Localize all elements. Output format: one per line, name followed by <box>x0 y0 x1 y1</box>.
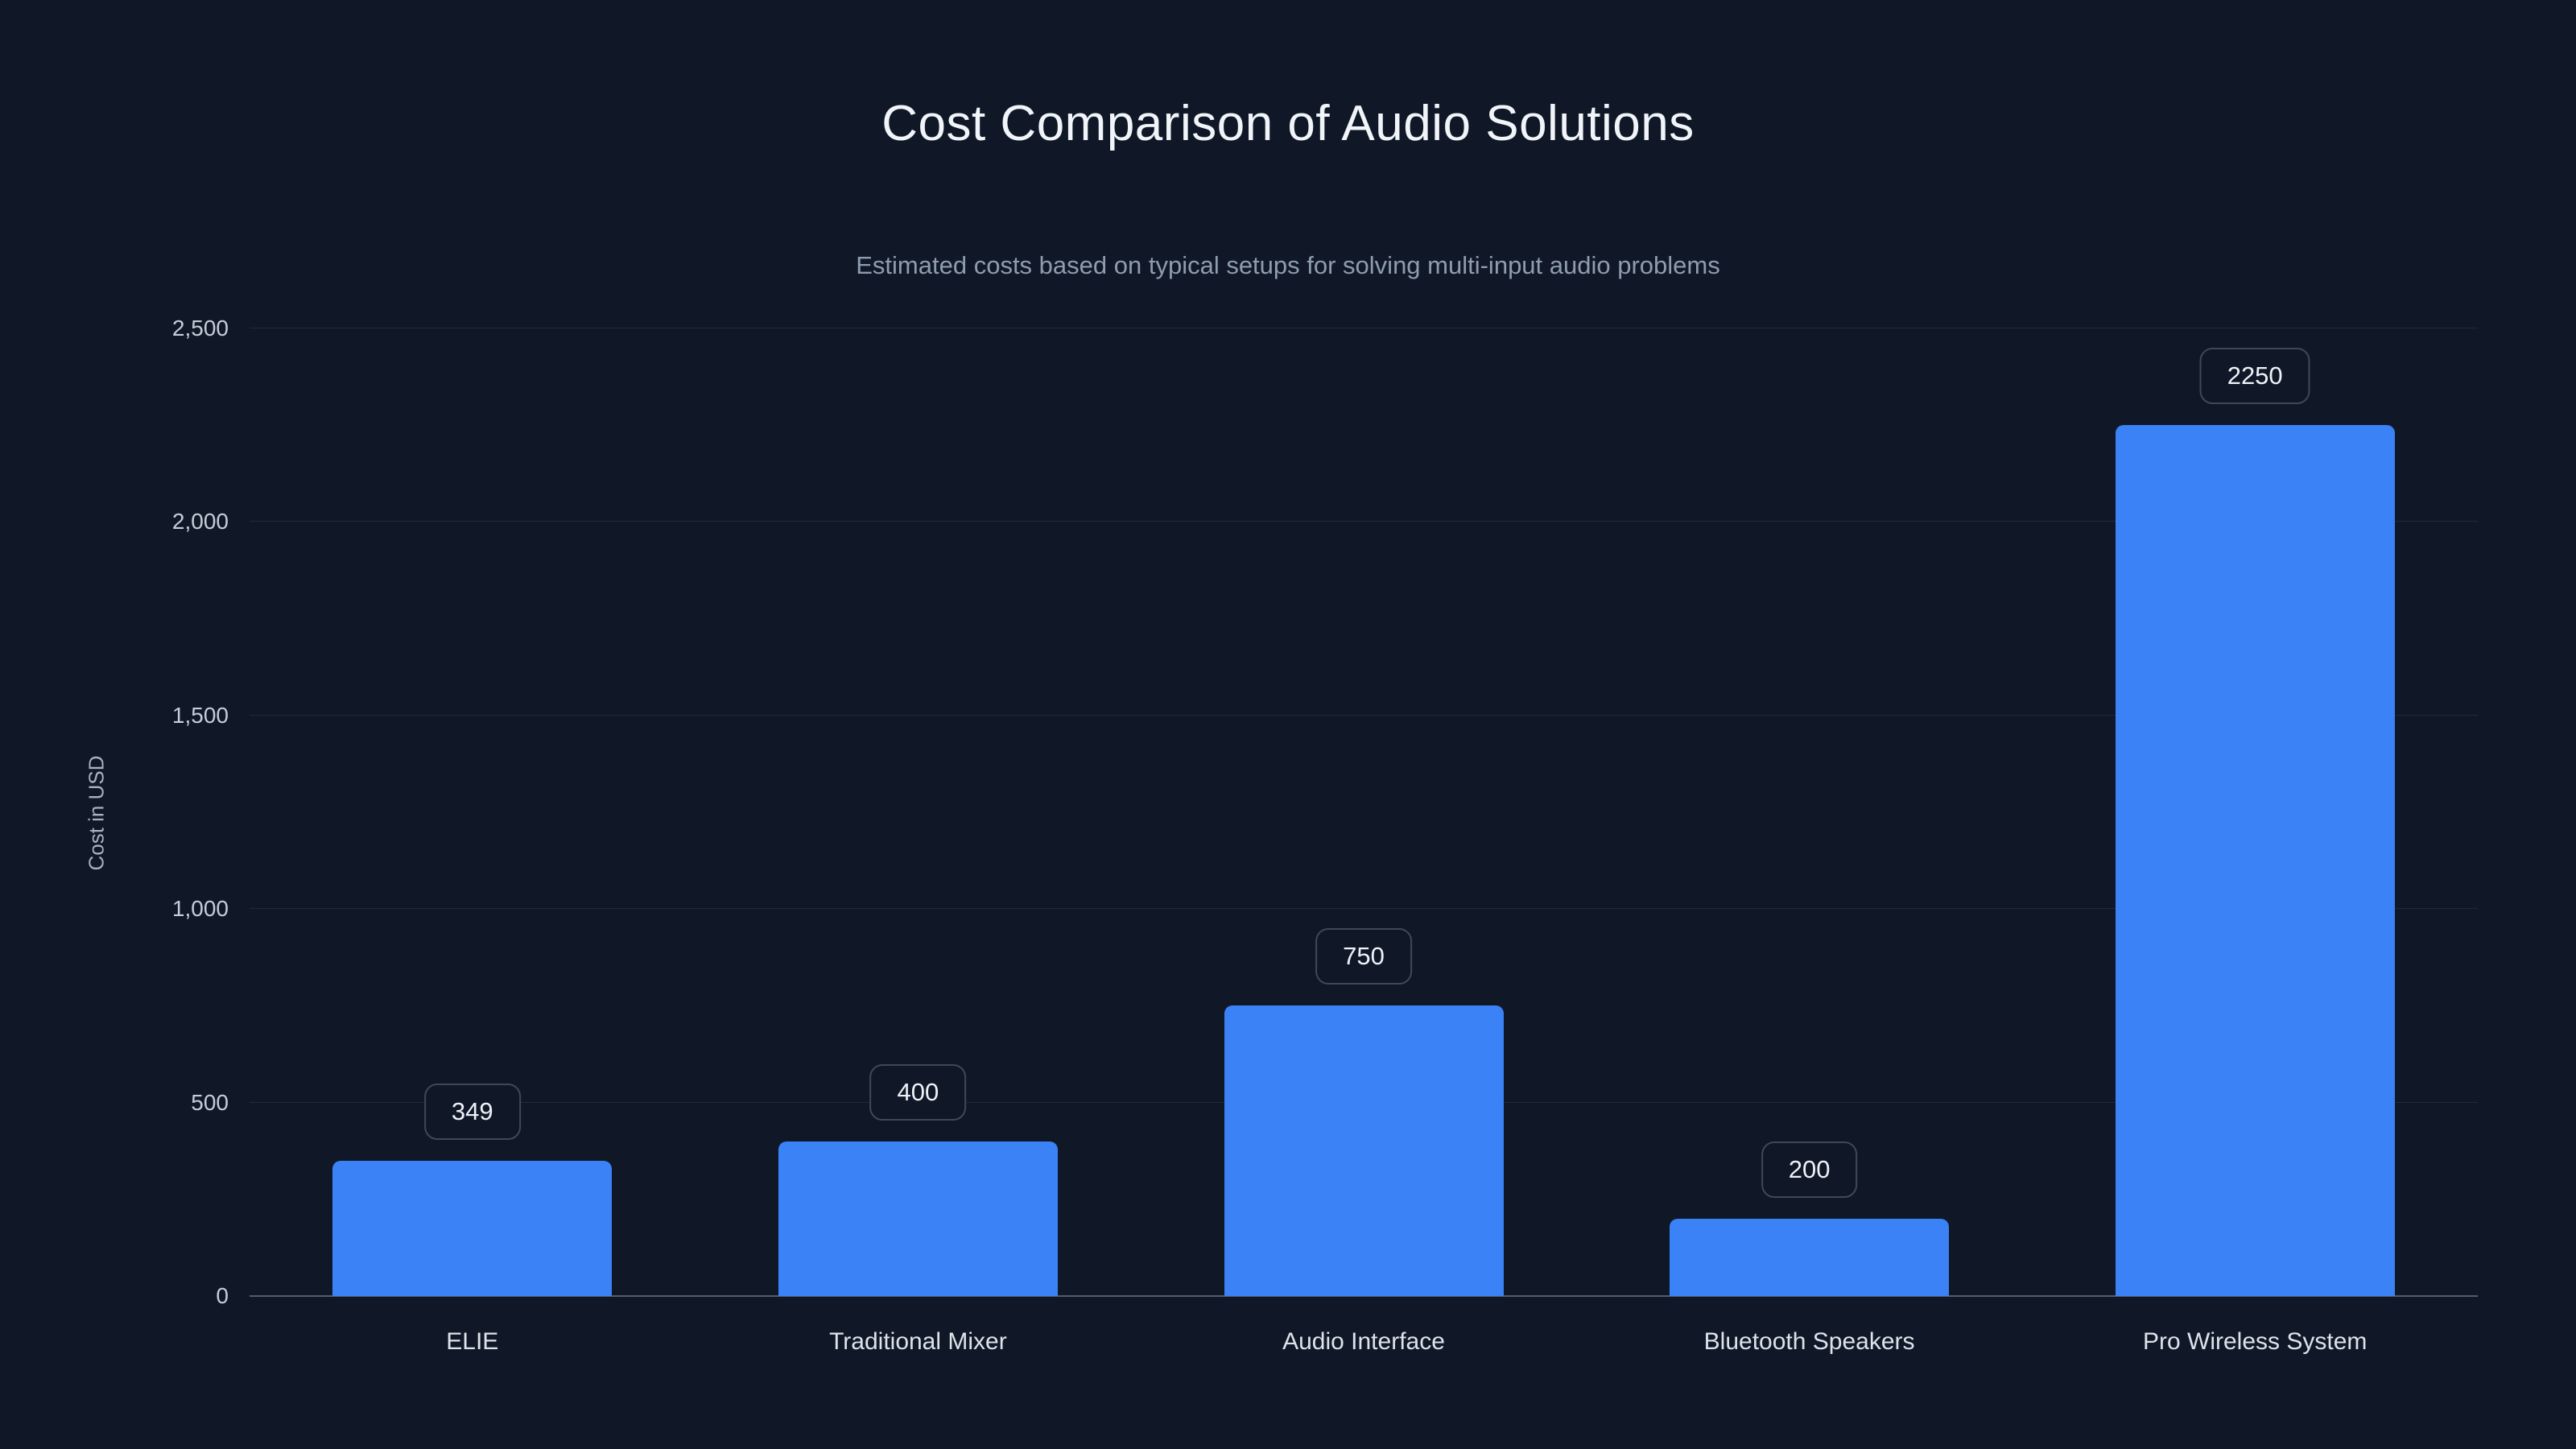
bar-value-badge: 200 <box>1761 1141 1858 1198</box>
y-tick-label: 2,000 <box>171 509 229 535</box>
y-tick-label: 500 <box>191 1089 229 1115</box>
gridline <box>250 714 2478 716</box>
x-tick-label: ELIE <box>446 1328 499 1355</box>
x-tick-label: Audio Interface <box>1282 1328 1445 1355</box>
bar-value-badge: 750 <box>1315 928 1412 985</box>
plot-area: 0 500 1,000 1,500 2,000 2,500 349 ELIE 400 Tradit… <box>172 316 2478 1355</box>
bar-value-badge: 349 <box>423 1084 521 1141</box>
x-axis-line <box>250 1295 2478 1297</box>
chart-title: Cost Comparison of Audio Solutions <box>881 96 1695 151</box>
bar-value-badge: 2250 <box>2199 348 2310 405</box>
bar <box>2115 425 2395 1296</box>
y-axis-label: Cost in USD <box>84 755 109 871</box>
bar <box>332 1161 613 1296</box>
x-tick-label: Pro Wireless System <box>2142 1328 2368 1355</box>
y-tick-label: 1,500 <box>171 702 229 728</box>
y-tick-label: 1,000 <box>171 896 229 922</box>
y-tick-label: 2,500 <box>171 316 229 341</box>
bar <box>1670 1218 1950 1296</box>
bar <box>778 1141 1058 1296</box>
bar <box>1224 1005 1504 1296</box>
y-tick-label: 0 <box>216 1283 229 1308</box>
gridline <box>250 521 2478 522</box>
x-tick-label: Bluetooth Speakers <box>1703 1328 1915 1355</box>
chart-subtitle: Estimated costs based on typical setups … <box>856 251 1720 279</box>
gridline <box>250 908 2478 910</box>
bar-value-badge: 400 <box>869 1063 967 1121</box>
x-tick-label: Traditional Mixer <box>829 1328 1007 1355</box>
